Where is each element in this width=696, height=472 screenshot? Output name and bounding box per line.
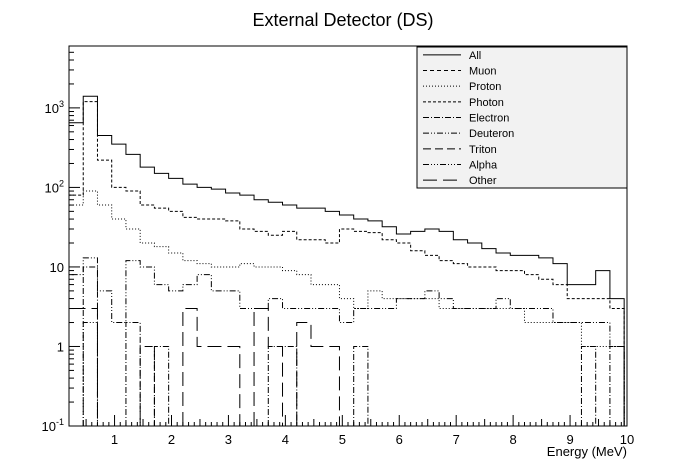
legend-label: Muon (469, 66, 497, 78)
x-tick-label: 3 (225, 432, 232, 447)
x-tick-label: 2 (168, 432, 175, 447)
x-tick-label: 5 (339, 432, 346, 447)
x-tick-label: 9 (566, 432, 573, 447)
legend-label: Electron (469, 113, 509, 125)
legend-label: Triton (469, 144, 497, 156)
series-other (68, 308, 340, 426)
series-photon (68, 101, 625, 426)
y-tick-label: 103 (45, 99, 64, 116)
x-tick-label: 6 (396, 432, 403, 447)
legend-label: Deuteron (469, 128, 514, 140)
legend-label: All (469, 50, 481, 62)
x-tick-label: 7 (453, 432, 460, 447)
legend-label: Other (469, 175, 497, 187)
y-tick-label: 1 (57, 339, 64, 354)
series-triton (139, 345, 155, 426)
series-layer (68, 95, 625, 426)
series-proton (68, 190, 625, 426)
series-all (68, 95, 625, 426)
y-tick-label: 102 (45, 178, 64, 195)
legend: All Muon Proton Photon Electron Deuteron Trito… (416, 46, 628, 189)
y-tick-label: 10 (50, 260, 64, 275)
x-tick-label: 10 (620, 432, 634, 447)
series-alpha (82, 322, 98, 426)
y-axis: 10-1 1 10 102 103 (42, 45, 80, 434)
x-axis-label: Energy (MeV) (547, 444, 627, 459)
x-tick-label: 8 (510, 432, 517, 447)
x-tick-label: 4 (282, 432, 289, 447)
legend-label: Alpha (469, 160, 498, 172)
series-electron (82, 266, 625, 426)
x-axis: 1 2 3 4 5 6 7 8 9 10 (85, 415, 634, 447)
x-tick-label: 1 (111, 432, 118, 447)
series-deuteron (68, 257, 625, 426)
legend-label: Proton (469, 81, 501, 93)
y-tick-label: 10-1 (42, 417, 64, 434)
legend-label: Photon (469, 97, 504, 109)
chart-title: External Detector (DS) (252, 10, 433, 30)
